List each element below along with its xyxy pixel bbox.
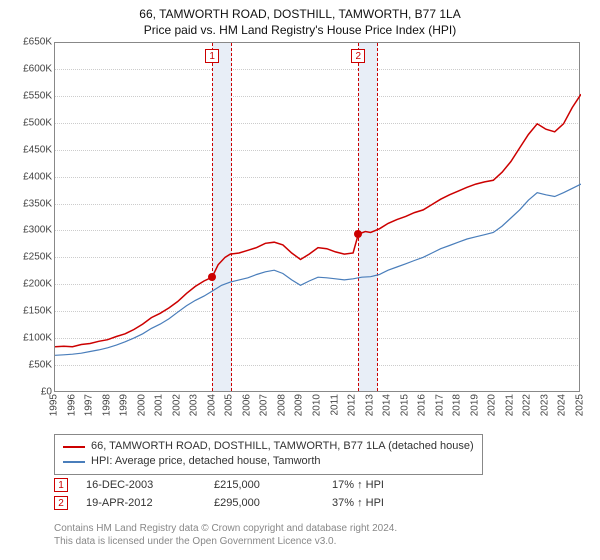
x-tick-label: 2003: [189, 394, 200, 416]
event-diff: 37% ↑ HPI: [332, 497, 412, 509]
series-line-price_paid: [55, 94, 581, 347]
x-tick-label: 2012: [347, 394, 358, 416]
y-tick-label: £50K: [4, 360, 52, 371]
x-tick-label: 2019: [469, 394, 480, 416]
sale-dot: [208, 273, 216, 281]
x-tick-label: 2004: [206, 394, 217, 416]
x-tick-label: 2016: [417, 394, 428, 416]
y-tick-label: £150K: [4, 306, 52, 317]
event-marker-box: 2: [54, 496, 68, 510]
y-tick-label: £650K: [4, 37, 52, 48]
sale-marker-box: 2: [351, 49, 365, 63]
x-tick-label: 2010: [312, 394, 323, 416]
event-marker-box: 1: [54, 478, 68, 492]
chart-container: 66, TAMWORTH ROAD, DOSTHILL, TAMWORTH, B…: [0, 0, 600, 560]
x-tick-label: 2007: [259, 394, 270, 416]
legend-label: 66, TAMWORTH ROAD, DOSTHILL, TAMWORTH, B…: [91, 439, 474, 454]
sale-marker-box: 1: [205, 49, 219, 63]
x-tick-label: 2000: [136, 394, 147, 416]
x-tick-label: 1998: [101, 394, 112, 416]
x-tick-label: 2022: [522, 394, 533, 416]
plot-area: 12: [54, 42, 580, 392]
legend-swatch: [63, 446, 85, 448]
legend-label: HPI: Average price, detached house, Tamw…: [91, 454, 321, 469]
sale-dot: [354, 230, 362, 238]
event-price: £215,000: [214, 479, 314, 491]
title-line-1: 66, TAMWORTH ROAD, DOSTHILL, TAMWORTH, B…: [0, 6, 600, 22]
legend-swatch: [63, 461, 85, 463]
y-tick-label: £250K: [4, 252, 52, 263]
line-chart-svg: [55, 43, 581, 393]
x-tick-label: 2013: [364, 394, 375, 416]
event-price: £295,000: [214, 497, 314, 509]
x-tick-label: 2009: [294, 394, 305, 416]
x-tick-label: 2015: [399, 394, 410, 416]
sale-events: 1 16-DEC-2003 £215,000 17% ↑ HPI 2 19-APR-201…: [54, 478, 412, 514]
x-tick-label: 2018: [452, 394, 463, 416]
x-tick-label: 2025: [575, 394, 586, 416]
x-tick-label: 2006: [241, 394, 252, 416]
y-tick-label: £350K: [4, 198, 52, 209]
x-tick-label: 2020: [487, 394, 498, 416]
event-row: 1 16-DEC-2003 £215,000 17% ↑ HPI: [54, 478, 412, 492]
x-tick-label: 2008: [276, 394, 287, 416]
event-date: 19-APR-2012: [86, 497, 196, 509]
y-tick-label: £100K: [4, 333, 52, 344]
x-tick-label: 1999: [119, 394, 130, 416]
y-tick-label: £450K: [4, 144, 52, 155]
y-tick-label: £400K: [4, 171, 52, 182]
y-tick-label: £0: [4, 387, 52, 398]
x-tick-label: 2014: [382, 394, 393, 416]
event-date: 16-DEC-2003: [86, 479, 196, 491]
x-tick-label: 1996: [66, 394, 77, 416]
event-row: 2 19-APR-2012 £295,000 37% ↑ HPI: [54, 496, 412, 510]
footnote-line-1: Contains HM Land Registry data © Crown c…: [54, 522, 397, 535]
footnote: Contains HM Land Registry data © Crown c…: [54, 522, 397, 548]
x-tick-label: 2005: [224, 394, 235, 416]
x-tick-label: 2011: [329, 394, 340, 416]
y-tick-label: £600K: [4, 63, 52, 74]
x-tick-label: 2024: [557, 394, 568, 416]
x-tick-label: 1997: [84, 394, 95, 416]
legend: 66, TAMWORTH ROAD, DOSTHILL, TAMWORTH, B…: [54, 434, 483, 475]
chart-title: 66, TAMWORTH ROAD, DOSTHILL, TAMWORTH, B…: [0, 0, 600, 38]
x-tick-label: 1995: [49, 394, 60, 416]
x-tick-label: 2017: [434, 394, 445, 416]
x-tick-label: 2002: [171, 394, 182, 416]
x-tick-label: 2021: [504, 394, 515, 416]
footnote-line-2: This data is licensed under the Open Gov…: [54, 535, 397, 548]
title-line-2: Price paid vs. HM Land Registry's House …: [0, 22, 600, 38]
y-tick-label: £500K: [4, 117, 52, 128]
legend-row: HPI: Average price, detached house, Tamw…: [63, 454, 474, 469]
y-tick-label: £300K: [4, 225, 52, 236]
legend-row: 66, TAMWORTH ROAD, DOSTHILL, TAMWORTH, B…: [63, 439, 474, 454]
event-diff: 17% ↑ HPI: [332, 479, 412, 491]
y-tick-label: £200K: [4, 279, 52, 290]
y-tick-label: £550K: [4, 90, 52, 101]
x-tick-label: 2001: [154, 394, 165, 416]
x-tick-label: 2023: [539, 394, 550, 416]
